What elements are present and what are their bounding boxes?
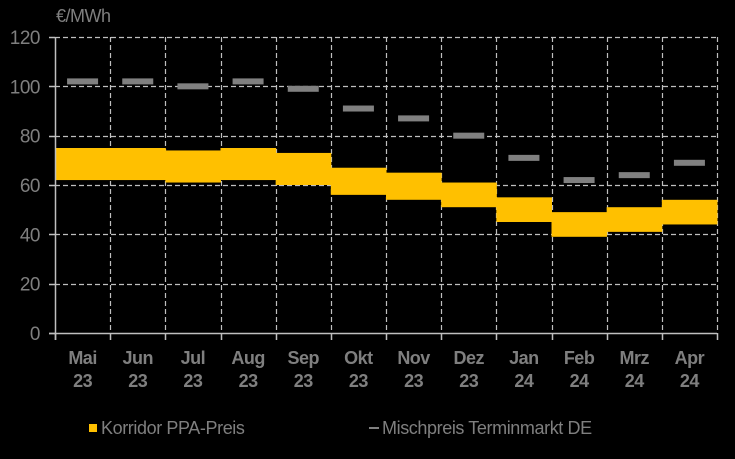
x-tick-label: Mai — [68, 348, 97, 368]
marker-dash — [398, 115, 430, 122]
range-bar — [551, 212, 608, 237]
range-bar — [441, 182, 497, 208]
grey-dash-icon — [369, 427, 379, 429]
x-tick-label: 23 — [73, 371, 93, 391]
y-axis-unit-label: €/MWh — [56, 6, 111, 26]
range-bar — [606, 207, 663, 232]
range-bar — [55, 148, 111, 181]
x-tick-label: 23 — [459, 371, 479, 391]
range-bar — [386, 172, 442, 200]
x-tick-label: 23 — [294, 371, 314, 391]
y-tick-label: 80 — [20, 127, 40, 148]
x-tick-label: 24 — [625, 371, 645, 391]
x-tick-label: Jun — [122, 348, 153, 368]
y-tick-label: 40 — [20, 225, 40, 246]
legend-label: Korridor PPA-Preis — [101, 417, 245, 438]
x-tick-label: 24 — [680, 371, 700, 391]
range-bar — [496, 197, 552, 222]
x-tick-label: 24 — [570, 371, 590, 391]
legend-label: Mischpreis Terminmarkt DE — [382, 417, 592, 438]
x-tick-label: Jul — [181, 348, 206, 368]
legend-item-market-price: Mischpreis Terminmarkt DE — [369, 414, 592, 442]
x-tick-label: 23 — [404, 371, 424, 391]
legend-item-ppa-corridor: Korridor PPA-Preis — [89, 414, 245, 442]
range-bar — [220, 148, 277, 181]
range-bar — [110, 148, 166, 181]
marker-dash — [67, 78, 99, 85]
x-tick-label: Sep — [287, 348, 319, 368]
x-tick-label: 23 — [349, 371, 369, 391]
range-bar — [661, 199, 718, 225]
legend: Korridor PPA-Preis Mischpreis Terminmark… — [0, 414, 735, 442]
x-tick-label: Feb — [564, 348, 595, 368]
marker-dash — [232, 78, 264, 85]
market-price-markers — [67, 78, 705, 184]
marker-dash — [122, 78, 154, 85]
x-tick-label: Apr — [675, 348, 705, 368]
y-tick-label: 100 — [10, 77, 40, 98]
axes — [49, 36, 719, 340]
marker-dash — [618, 172, 650, 179]
y-tick-label: 0 — [30, 324, 40, 345]
range-bar — [275, 152, 332, 185]
x-tick-label: Okt — [344, 348, 373, 368]
yellow-square-icon — [89, 424, 97, 432]
x-tick-label: 24 — [514, 371, 534, 391]
range-bar — [165, 150, 221, 183]
range-bar — [330, 167, 387, 195]
marker-dash — [563, 177, 595, 184]
x-tick-label: Aug — [231, 348, 265, 368]
y-axis-tick-labels: 0 20 40 60 80 100 120 — [10, 28, 41, 345]
x-tick-label: Nov — [397, 348, 430, 368]
marker-dash — [177, 83, 209, 90]
ppa-corridor-bars — [55, 148, 718, 237]
y-tick-label: 60 — [20, 176, 40, 197]
marker-dash — [453, 132, 485, 139]
y-tick-label: 120 — [10, 28, 40, 49]
marker-dash — [287, 85, 319, 92]
x-tick-label: Mrz — [620, 348, 650, 368]
x-tick-label: 23 — [128, 371, 148, 391]
x-tick-label: Jan — [509, 348, 539, 368]
marker-dash — [673, 159, 705, 166]
x-tick-label: 23 — [239, 371, 259, 391]
x-tick-label: 23 — [183, 371, 203, 391]
x-tick-label: Dez — [453, 348, 484, 368]
x-axis-tick-labels: Mai 23 Jun 23 Jul 23 Aug 23 Sep 23 Okt 23 Nov 23 Dez 23… — [68, 348, 705, 391]
marker-dash — [508, 154, 540, 161]
y-tick-label: 20 — [20, 275, 40, 296]
marker-dash — [342, 105, 374, 112]
